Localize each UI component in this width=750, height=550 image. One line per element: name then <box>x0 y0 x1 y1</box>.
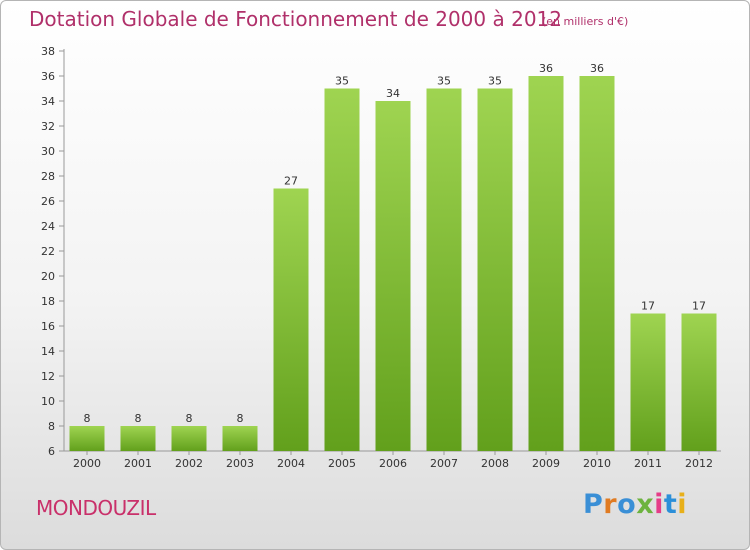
bar <box>324 88 360 451</box>
y-tick-label: 36 <box>41 70 55 83</box>
data-label: 36 <box>590 62 604 75</box>
x-tick-label: 2007 <box>430 457 458 470</box>
bar <box>171 426 207 451</box>
bar <box>222 426 258 451</box>
chart-title: Dotation Globale de Fonctionnement de 20… <box>29 7 562 31</box>
chart-subtitle: (en milliers d'€) <box>542 15 629 28</box>
data-label: 36 <box>539 62 553 75</box>
data-label: 34 <box>386 87 400 100</box>
y-tick-label: 30 <box>41 145 55 158</box>
data-label: 17 <box>692 300 706 313</box>
bars <box>69 76 717 451</box>
y-tick-label: 6 <box>48 445 55 458</box>
x-tick-label: 2012 <box>685 457 713 470</box>
data-label: 8 <box>186 412 193 425</box>
y-tick-label: 20 <box>41 270 55 283</box>
bar <box>579 76 615 451</box>
data-labels: 8 8 8 8 27 35 34 35 35 36 36 17 17 <box>84 62 707 425</box>
data-label: 27 <box>284 175 298 188</box>
data-label: 8 <box>237 412 244 425</box>
y-tick-label: 24 <box>41 220 55 233</box>
x-tick-label: 2001 <box>124 457 152 470</box>
y-axis: 6 8 10 12 14 16 18 20 22 24 26 28 30 32 34 36 38 <box>41 45 65 458</box>
x-tick-label: 2003 <box>226 457 254 470</box>
bar <box>375 101 411 451</box>
bar <box>477 88 513 451</box>
y-tick-label: 18 <box>41 295 55 308</box>
y-tick-label: 34 <box>41 95 55 108</box>
y-tick-label: 26 <box>41 195 55 208</box>
bar <box>69 426 105 451</box>
x-tick-label: 2002 <box>175 457 203 470</box>
x-tick-label: 2006 <box>379 457 407 470</box>
y-tick-label: 32 <box>41 120 55 133</box>
bar <box>120 426 156 451</box>
x-tick-label: 2005 <box>328 457 356 470</box>
bar <box>681 313 717 451</box>
data-label: 8 <box>84 412 91 425</box>
y-tick-label: 8 <box>48 420 55 433</box>
y-tick-label: 38 <box>41 45 55 58</box>
x-tick-label: 2010 <box>583 457 611 470</box>
data-label: 35 <box>488 75 502 88</box>
bar <box>528 76 564 451</box>
commune-name: MONDOUZIL <box>36 496 156 520</box>
y-tick-label: 22 <box>41 245 55 258</box>
bar <box>426 88 462 451</box>
y-tick-label: 28 <box>41 170 55 183</box>
bar <box>630 313 666 451</box>
x-tick-label: 2004 <box>277 457 305 470</box>
x-tick-label: 2000 <box>73 457 101 470</box>
data-label: 35 <box>335 75 349 88</box>
data-label: 8 <box>135 412 142 425</box>
y-tick-label: 10 <box>41 395 55 408</box>
x-axis: 2000 2001 2002 2003 2004 2005 2006 2007 2008 2009… <box>64 450 721 470</box>
x-tick-label: 2011 <box>634 457 662 470</box>
data-label: 17 <box>641 300 655 313</box>
y-tick-label: 14 <box>41 345 55 358</box>
y-tick-label: 16 <box>41 320 55 333</box>
x-tick-label: 2008 <box>481 457 509 470</box>
bar <box>273 188 309 451</box>
y-tick-label: 12 <box>41 370 55 383</box>
data-label: 35 <box>437 75 451 88</box>
proxiti-logo: Proxiti <box>583 489 688 520</box>
x-tick-label: 2009 <box>532 457 560 470</box>
